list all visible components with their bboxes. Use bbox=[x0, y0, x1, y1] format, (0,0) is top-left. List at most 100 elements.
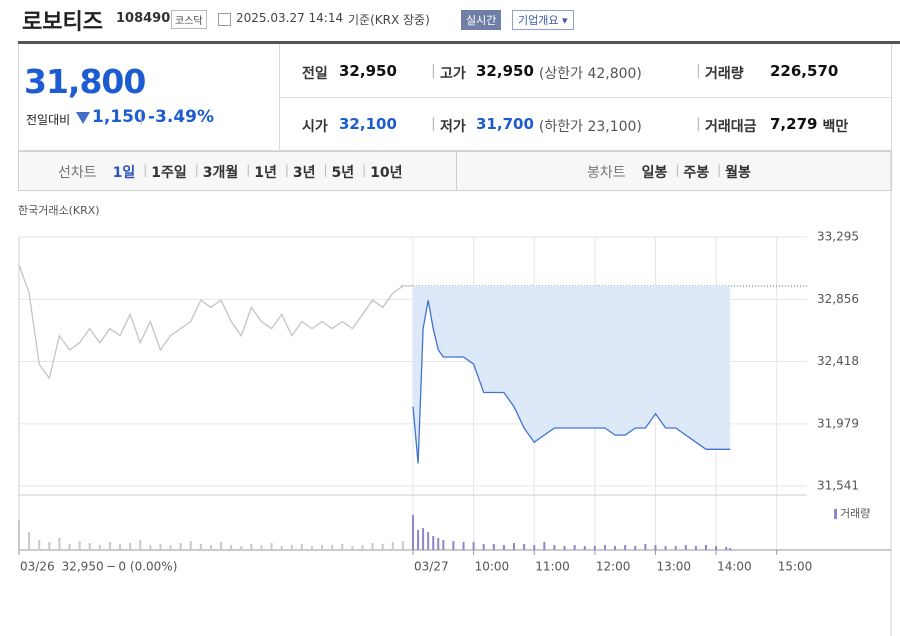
volume-bar bbox=[563, 546, 566, 550]
volume-bar bbox=[381, 544, 384, 550]
volume-bar bbox=[523, 544, 526, 550]
volume-bar bbox=[391, 542, 394, 550]
tab-group-label: 선차트 bbox=[58, 165, 97, 181]
company-dropdown[interactable]: 기업개요 ▾ bbox=[512, 10, 574, 30]
tab-separator: | bbox=[246, 163, 251, 177]
volume-bar bbox=[583, 546, 586, 550]
volume-bar bbox=[169, 545, 172, 550]
basis: 기준(KRX 장중) bbox=[348, 13, 430, 27]
volume-bar bbox=[28, 532, 31, 550]
down-arrow bbox=[76, 112, 90, 124]
tab-separator: | bbox=[284, 163, 289, 177]
volume-bar bbox=[401, 541, 404, 550]
tab[interactable]: 월봉 bbox=[725, 165, 751, 181]
volume-bar bbox=[149, 545, 152, 550]
row-divider bbox=[280, 97, 891, 98]
tab-separator: | bbox=[323, 163, 328, 177]
volume-bar bbox=[694, 546, 697, 550]
volume-bar bbox=[270, 543, 273, 550]
cell-separator: | bbox=[431, 63, 436, 79]
tab[interactable]: 5년 bbox=[331, 165, 355, 181]
summary-box bbox=[18, 44, 892, 151]
tab[interactable]: 1주일 bbox=[151, 165, 187, 181]
volume-bar bbox=[513, 543, 516, 550]
y-tick-label: 31,979 bbox=[817, 416, 859, 430]
volume-bar bbox=[432, 536, 435, 550]
volume-bar bbox=[119, 544, 122, 550]
volume-bar bbox=[725, 547, 728, 550]
volume-bar bbox=[422, 528, 425, 550]
price-line bbox=[18, 264, 413, 380]
volume-bar bbox=[78, 541, 81, 550]
volume-bar bbox=[684, 545, 687, 550]
tab-separator: | bbox=[143, 163, 148, 177]
volume-bar bbox=[58, 538, 61, 550]
volume-bar bbox=[427, 532, 430, 550]
tab[interactable]: 일봉 bbox=[641, 165, 668, 181]
volume-bar bbox=[417, 530, 420, 550]
cell-label: 거래량 bbox=[705, 66, 744, 82]
tab[interactable]: 주봉 bbox=[683, 165, 710, 181]
volume-bar bbox=[644, 544, 647, 550]
company-label: 기업개요 bbox=[518, 14, 559, 27]
market-badge: 코스닥 bbox=[171, 10, 207, 29]
volume-bar bbox=[159, 544, 162, 550]
cell-note: (상한가 42,800) bbox=[538, 66, 642, 82]
realtime-button[interactable]: 실시간 bbox=[461, 10, 502, 30]
area-fill bbox=[413, 285, 731, 464]
volume-bar bbox=[139, 540, 142, 550]
cell-value: 32,950 bbox=[339, 62, 397, 80]
volume-bar bbox=[351, 546, 354, 550]
volume-bar bbox=[614, 546, 617, 550]
volume-bar bbox=[452, 541, 455, 550]
volume-bar bbox=[331, 545, 334, 550]
volume-bar bbox=[462, 542, 465, 550]
tab[interactable]: 10년 bbox=[370, 165, 403, 181]
x-tick-label: 14:00 bbox=[717, 560, 752, 574]
volume-bar bbox=[533, 545, 536, 550]
volume-bar bbox=[715, 546, 718, 550]
y-tick-label: 32,856 bbox=[817, 292, 859, 306]
tab[interactable]: 1일 bbox=[112, 165, 136, 181]
volume-bar bbox=[98, 545, 101, 550]
volume-bar bbox=[189, 541, 192, 550]
separator: | bbox=[139, 110, 144, 125]
volume-bar bbox=[220, 542, 223, 550]
tab-separator: | bbox=[675, 163, 680, 177]
volume-bar bbox=[442, 540, 445, 550]
tab-separator: | bbox=[194, 163, 199, 177]
volume-bar bbox=[280, 546, 283, 550]
volume-bar bbox=[129, 543, 132, 550]
volume-bar bbox=[38, 540, 41, 550]
x-tick-label: 03/27 bbox=[414, 560, 449, 574]
stock-name: 로보티즈 bbox=[22, 10, 103, 35]
y-tick-label: 33,295 bbox=[817, 230, 859, 244]
cell-label: 저가 bbox=[440, 119, 466, 135]
volume-bar bbox=[48, 542, 51, 550]
cell-value: 7,279 bbox=[770, 115, 818, 133]
volume-bar bbox=[624, 545, 627, 550]
cell-label: 전일 bbox=[302, 66, 328, 82]
volume-bar bbox=[729, 548, 732, 550]
tab[interactable]: 3개월 bbox=[202, 165, 239, 181]
tab[interactable]: 3년 bbox=[292, 165, 316, 181]
volume-bar bbox=[543, 542, 546, 550]
volume-bar bbox=[593, 546, 596, 550]
volume-bar bbox=[704, 545, 707, 550]
volume-bar bbox=[321, 545, 324, 550]
x-tick-label: 11:00 bbox=[535, 560, 570, 574]
tab[interactable]: 1년 bbox=[254, 165, 277, 181]
volume-bar bbox=[664, 546, 667, 550]
volume-bar bbox=[553, 545, 556, 550]
legend-label: 거래량 bbox=[840, 507, 870, 520]
volume-bar bbox=[361, 545, 364, 550]
cell-note: 백만 bbox=[822, 119, 849, 135]
volume-bar bbox=[290, 545, 293, 550]
volume-bar bbox=[18, 520, 20, 550]
cell-label: 고가 bbox=[440, 66, 466, 82]
volume-bar bbox=[482, 544, 485, 550]
stock-code: 108490 bbox=[116, 11, 171, 26]
volume-bar bbox=[573, 545, 576, 550]
